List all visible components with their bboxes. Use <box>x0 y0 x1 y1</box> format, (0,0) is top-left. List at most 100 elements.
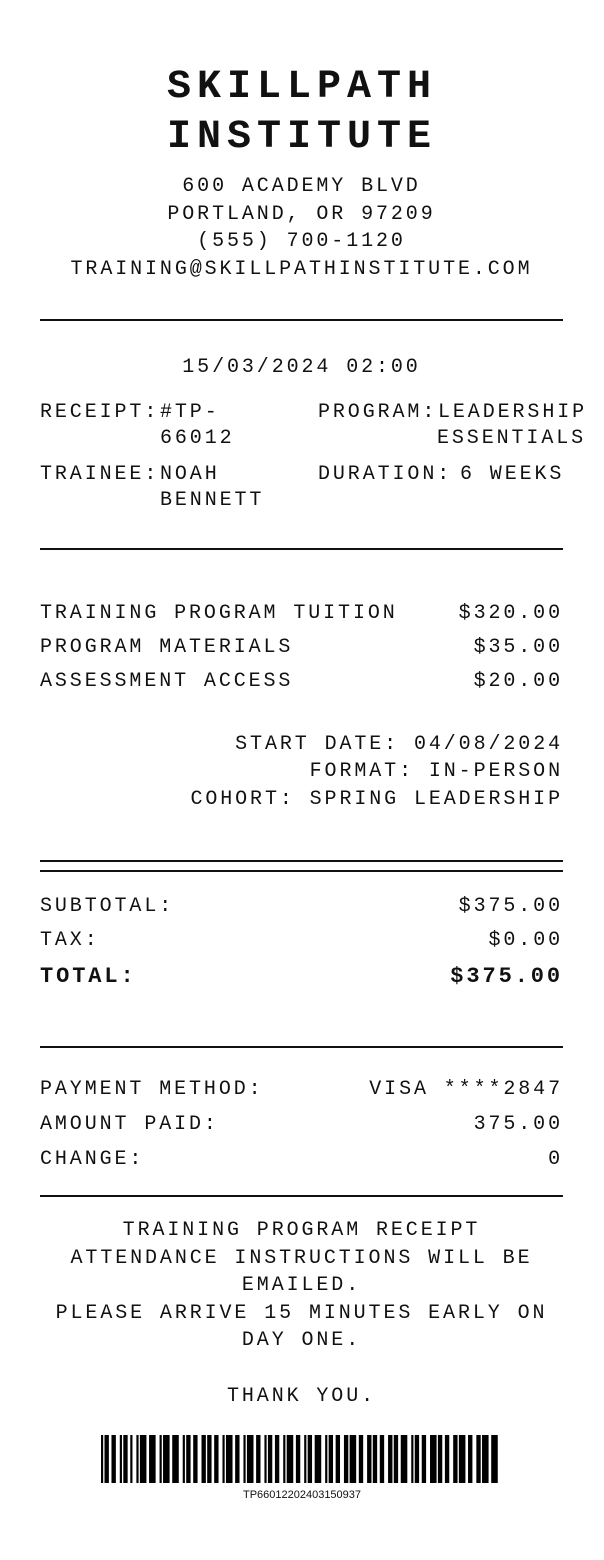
amount-paid-label: AMOUNT PAID: <box>40 1113 219 1136</box>
barcode-bar <box>111 1435 116 1483</box>
cohort: COHORT: SPRING LEADERSHIP <box>190 788 563 811</box>
barcode-bar <box>482 1435 489 1483</box>
item-name: PROGRAM MATERIALS <box>40 636 294 659</box>
payment-method-label: PAYMENT METHOD: <box>40 1078 264 1101</box>
change-label: CHANGE: <box>40 1148 145 1171</box>
barcode-bar <box>400 1435 408 1483</box>
tax-value: $0.00 <box>488 929 563 952</box>
program-label: PROGRAM: <box>318 401 438 424</box>
divider <box>40 860 563 862</box>
barcode-bar <box>325 1435 328 1483</box>
subtotal-value: $375.00 <box>458 895 563 918</box>
barcode-bar <box>444 1435 450 1483</box>
program-value: LEADERSHIP <box>438 401 588 424</box>
barcode-bar <box>421 1435 427 1483</box>
receipt-datetime: 15/03/2024 02:00 <box>182 356 421 379</box>
line-item: PROGRAM MATERIALS $35.00 <box>40 636 563 660</box>
barcode-bar <box>274 1435 280 1483</box>
barcode-bar <box>372 1435 378 1483</box>
barcode-bar <box>163 1435 170 1483</box>
barcode-bar <box>388 1435 393 1483</box>
barcode-bar <box>343 1435 349 1483</box>
divider <box>40 870 563 872</box>
line-item: ASSESSMENT ACCESS $20.00 <box>40 670 563 694</box>
barcode-bar <box>222 1435 225 1483</box>
barcode-bar <box>286 1435 294 1483</box>
barcode-bar <box>201 1435 206 1483</box>
barcode-bar <box>235 1435 240 1483</box>
trainee-name: NOAH <box>160 463 220 486</box>
amount-paid-row: AMOUNT PAID: 375.00 <box>40 1113 563 1137</box>
barcode-bar <box>335 1435 341 1483</box>
barcode-bar <box>414 1435 420 1483</box>
barcode-bar <box>358 1435 364 1483</box>
footer-line: EMAILED. <box>241 1274 362 1297</box>
footer-line: PLEASE ARRIVE 15 MINUTES EARLY ON <box>55 1302 548 1325</box>
barcode-bar <box>379 1435 385 1483</box>
store-name: INSTITUTE <box>166 115 438 160</box>
barcode-bar <box>367 1435 372 1483</box>
barcode-bar <box>304 1435 307 1483</box>
footer-line: TRAINING PROGRAM RECEIPT <box>122 1219 481 1242</box>
barcode-bar <box>491 1435 498 1483</box>
item-price: $320.00 <box>458 602 563 625</box>
store-city: PORTLAND, OR 97209 <box>167 203 436 226</box>
format: FORMAT: IN-PERSON <box>309 760 563 783</box>
divider <box>40 1195 563 1197</box>
barcode-bar <box>123 1435 128 1483</box>
barcode-bar <box>159 1435 162 1483</box>
change-value: 0 <box>548 1148 563 1171</box>
line-item: TRAINING PROGRAM TUITION $320.00 <box>40 602 563 626</box>
barcode-bar <box>214 1435 219 1483</box>
store-name: SKILLPATH <box>166 65 438 110</box>
barcode <box>101 1435 498 1483</box>
receipt-number-cont: 66012 <box>160 427 235 450</box>
barcode-bar <box>136 1435 139 1483</box>
barcode-bar <box>243 1435 246 1483</box>
barcode-bar <box>468 1435 473 1483</box>
barcode-bar <box>104 1435 109 1483</box>
receipt-number: #TP- <box>160 401 220 424</box>
footer-line: DAY ONE. <box>241 1329 362 1352</box>
store-email: TRAINING@SKILLPATHINSTITUTE.COM <box>70 258 533 281</box>
total-value: $375.00 <box>450 964 563 989</box>
barcode-bar <box>186 1435 191 1483</box>
barcode-bar <box>267 1435 273 1483</box>
barcode-bar <box>393 1435 399 1483</box>
barcode-bar <box>264 1435 267 1483</box>
barcode-bar <box>458 1435 466 1483</box>
barcode-text: TP66012202403150937 <box>242 1489 362 1501</box>
subtotal-row: SUBTOTAL: $375.00 <box>40 895 563 919</box>
total-label: TOTAL: <box>40 964 137 989</box>
trainee-label: TRAINEE: <box>40 463 160 486</box>
program-value-cont: ESSENTIALS <box>437 427 587 450</box>
change-row: CHANGE: 0 <box>40 1148 563 1172</box>
divider <box>40 548 563 550</box>
store-address: 600 ACADEMY BLVD <box>182 175 421 198</box>
barcode-bar <box>411 1435 414 1483</box>
item-name: TRAINING PROGRAM TUITION <box>40 602 398 625</box>
barcode-bar <box>225 1435 233 1483</box>
tax-label: TAX: <box>40 929 100 952</box>
divider <box>40 319 563 321</box>
barcode-bar <box>476 1435 481 1483</box>
barcode-bar <box>207 1435 212 1483</box>
footer-line: ATTENDANCE INSTRUCTIONS WILL BE <box>70 1247 533 1270</box>
barcode-bar <box>430 1435 437 1483</box>
barcode-bar <box>283 1435 286 1483</box>
barcode-bar <box>182 1435 185 1483</box>
barcode-bar <box>349 1435 357 1483</box>
barcode-bar <box>453 1435 458 1483</box>
start-date: START DATE: 04/08/2024 <box>235 733 563 756</box>
total-row: TOTAL: $375.00 <box>40 965 563 989</box>
payment-method-row: PAYMENT METHOD: VISA ****2847 <box>40 1078 563 1102</box>
duration-value: 6 WEEKS <box>460 463 565 486</box>
divider <box>40 1046 563 1048</box>
item-price: $20.00 <box>473 670 563 693</box>
thank-you: THANK YOU. <box>226 1385 377 1408</box>
barcode-bar <box>307 1435 313 1483</box>
trainee-name-cont: BENNETT <box>160 489 265 512</box>
payment-method-value: VISA ****2847 <box>369 1078 563 1101</box>
receipt-label: RECEIPT: <box>40 401 160 424</box>
barcode-bar <box>119 1435 122 1483</box>
